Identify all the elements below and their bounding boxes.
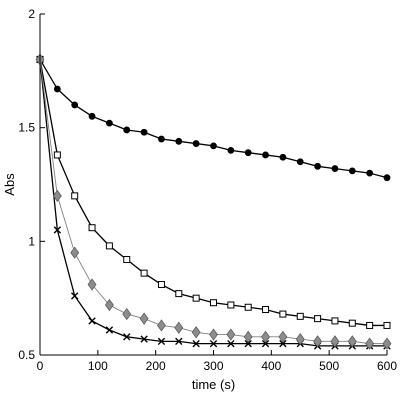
data-point	[175, 337, 183, 346]
data-point	[314, 315, 322, 323]
data-point	[210, 299, 217, 307]
data-point	[209, 328, 218, 341]
data-point	[192, 140, 200, 147]
data-point	[123, 256, 131, 264]
data-point	[314, 162, 321, 170]
y-axis-title: Abs	[2, 173, 17, 196]
data-point	[382, 337, 392, 350]
series-filled-circle	[36, 56, 391, 182]
data-point	[347, 335, 357, 348]
data-point	[174, 321, 184, 334]
data-point	[383, 321, 391, 329]
data-point	[261, 339, 270, 348]
data-point	[157, 281, 165, 289]
data-point	[226, 328, 236, 341]
data-point	[296, 158, 304, 166]
data-point	[262, 151, 269, 159]
data-point	[313, 335, 323, 348]
data-point	[175, 290, 183, 298]
data-point	[157, 319, 166, 332]
x-tick-label: 0	[37, 359, 44, 373]
data-point	[244, 303, 252, 311]
data-point	[192, 339, 200, 348]
y-tick-label: 1.5	[18, 121, 35, 135]
data-point	[279, 153, 287, 161]
axis-ticks: 0 100 200 300 400 500 600 0.5 1 1.5 2	[18, 7, 397, 373]
data-point	[331, 165, 339, 172]
data-point	[366, 169, 374, 177]
data-point	[279, 339, 287, 348]
data-point	[191, 326, 201, 339]
series-open-square	[36, 55, 391, 329]
data-point	[88, 224, 96, 232]
data-point	[192, 294, 200, 302]
x-tick-label: 200	[146, 359, 166, 373]
data-point	[53, 151, 61, 159]
data-point	[88, 317, 96, 325]
data-point	[296, 312, 304, 320]
x-tick-label: 400	[261, 359, 281, 373]
data-point	[210, 142, 217, 150]
data-point	[366, 321, 374, 329]
data-point	[348, 319, 356, 327]
data-point	[139, 312, 149, 325]
data-point	[140, 335, 148, 343]
data-point	[227, 301, 235, 309]
data-point	[244, 149, 252, 157]
data-point	[330, 335, 340, 348]
data-point	[209, 339, 218, 348]
data-point	[348, 167, 356, 175]
data-point	[71, 101, 79, 109]
data-point	[244, 339, 252, 348]
data-point	[70, 246, 80, 259]
data-point	[88, 112, 96, 120]
x-tick-label: 300	[203, 359, 223, 373]
data-point	[158, 135, 165, 143]
data-point	[331, 317, 339, 325]
x-axis-title: time (s)	[192, 377, 235, 392]
data-point	[140, 128, 148, 136]
x-tick-label: 600	[377, 359, 397, 373]
data-point	[175, 137, 183, 145]
data-point	[140, 269, 148, 277]
data-point	[53, 85, 61, 93]
y-tick-label: 0.5	[18, 348, 35, 362]
data-point	[279, 310, 287, 318]
plot-area	[35, 53, 392, 350]
data-point	[106, 119, 113, 127]
data-point	[278, 330, 288, 343]
data-point	[295, 332, 305, 346]
x-tick-label: 100	[88, 359, 108, 373]
data-point	[243, 330, 253, 343]
series-gray-diamond	[35, 53, 392, 350]
data-point	[227, 147, 235, 154]
data-point	[227, 339, 235, 348]
data-point	[87, 278, 97, 291]
data-point	[383, 174, 391, 182]
data-point	[365, 337, 375, 350]
data-point	[104, 298, 114, 312]
x-tick-label: 500	[319, 359, 339, 373]
y-tick-label: 1	[28, 234, 35, 248]
y-tick-label: 2	[28, 7, 35, 21]
data-point	[123, 126, 131, 134]
data-point	[71, 192, 79, 200]
data-point	[157, 337, 166, 346]
data-point	[262, 306, 270, 314]
data-point	[122, 307, 132, 321]
data-point	[261, 330, 270, 343]
data-point	[71, 292, 79, 300]
data-point	[123, 333, 131, 341]
data-point	[105, 242, 113, 250]
data-point	[105, 326, 114, 334]
data-point	[53, 226, 62, 234]
data-point	[52, 189, 62, 202]
